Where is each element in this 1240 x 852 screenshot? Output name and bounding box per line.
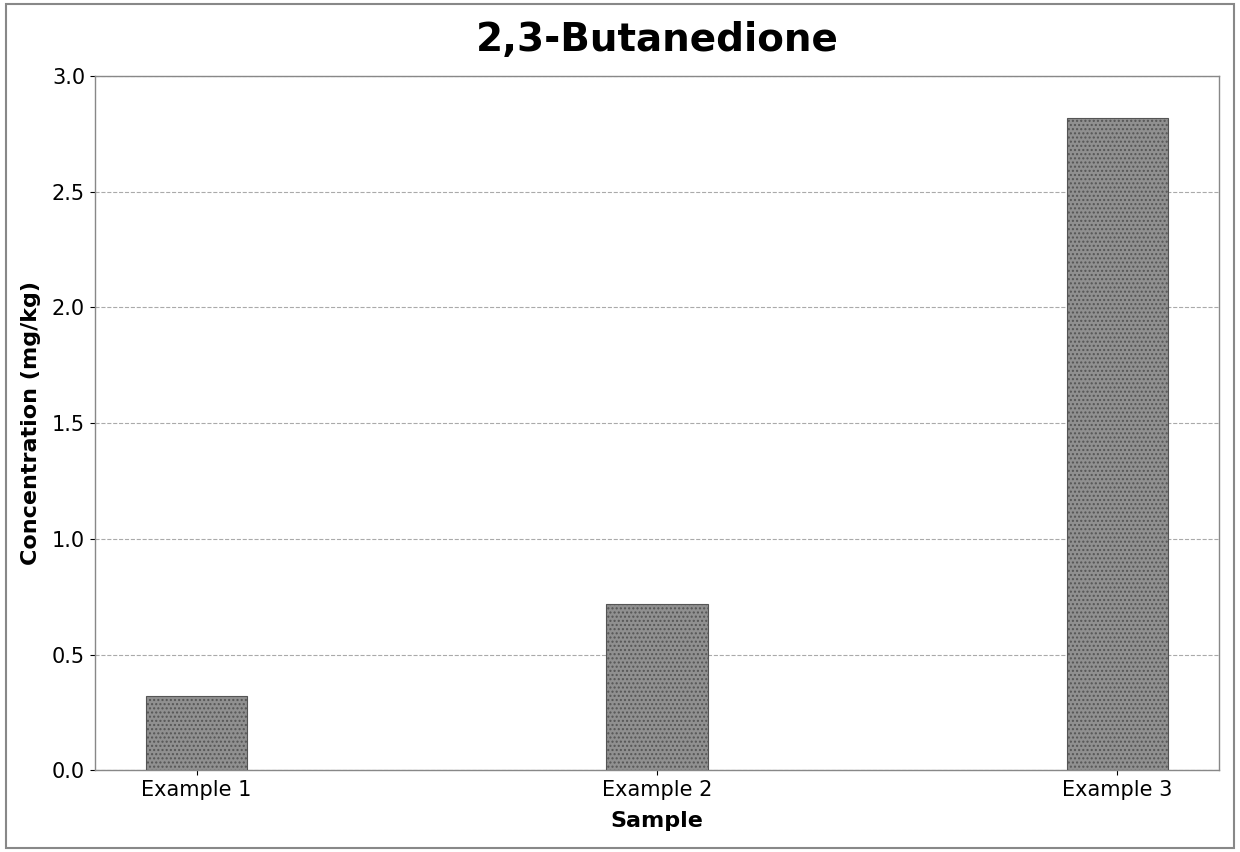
- Bar: [146, 696, 247, 770]
- X-axis label: Sample: Sample: [610, 811, 703, 832]
- Bar: [606, 604, 708, 770]
- Title: 2,3-Butanedione: 2,3-Butanedione: [476, 20, 838, 59]
- Bar: [1066, 118, 1168, 770]
- Y-axis label: Concentration (mg/kg): Concentration (mg/kg): [21, 281, 41, 565]
